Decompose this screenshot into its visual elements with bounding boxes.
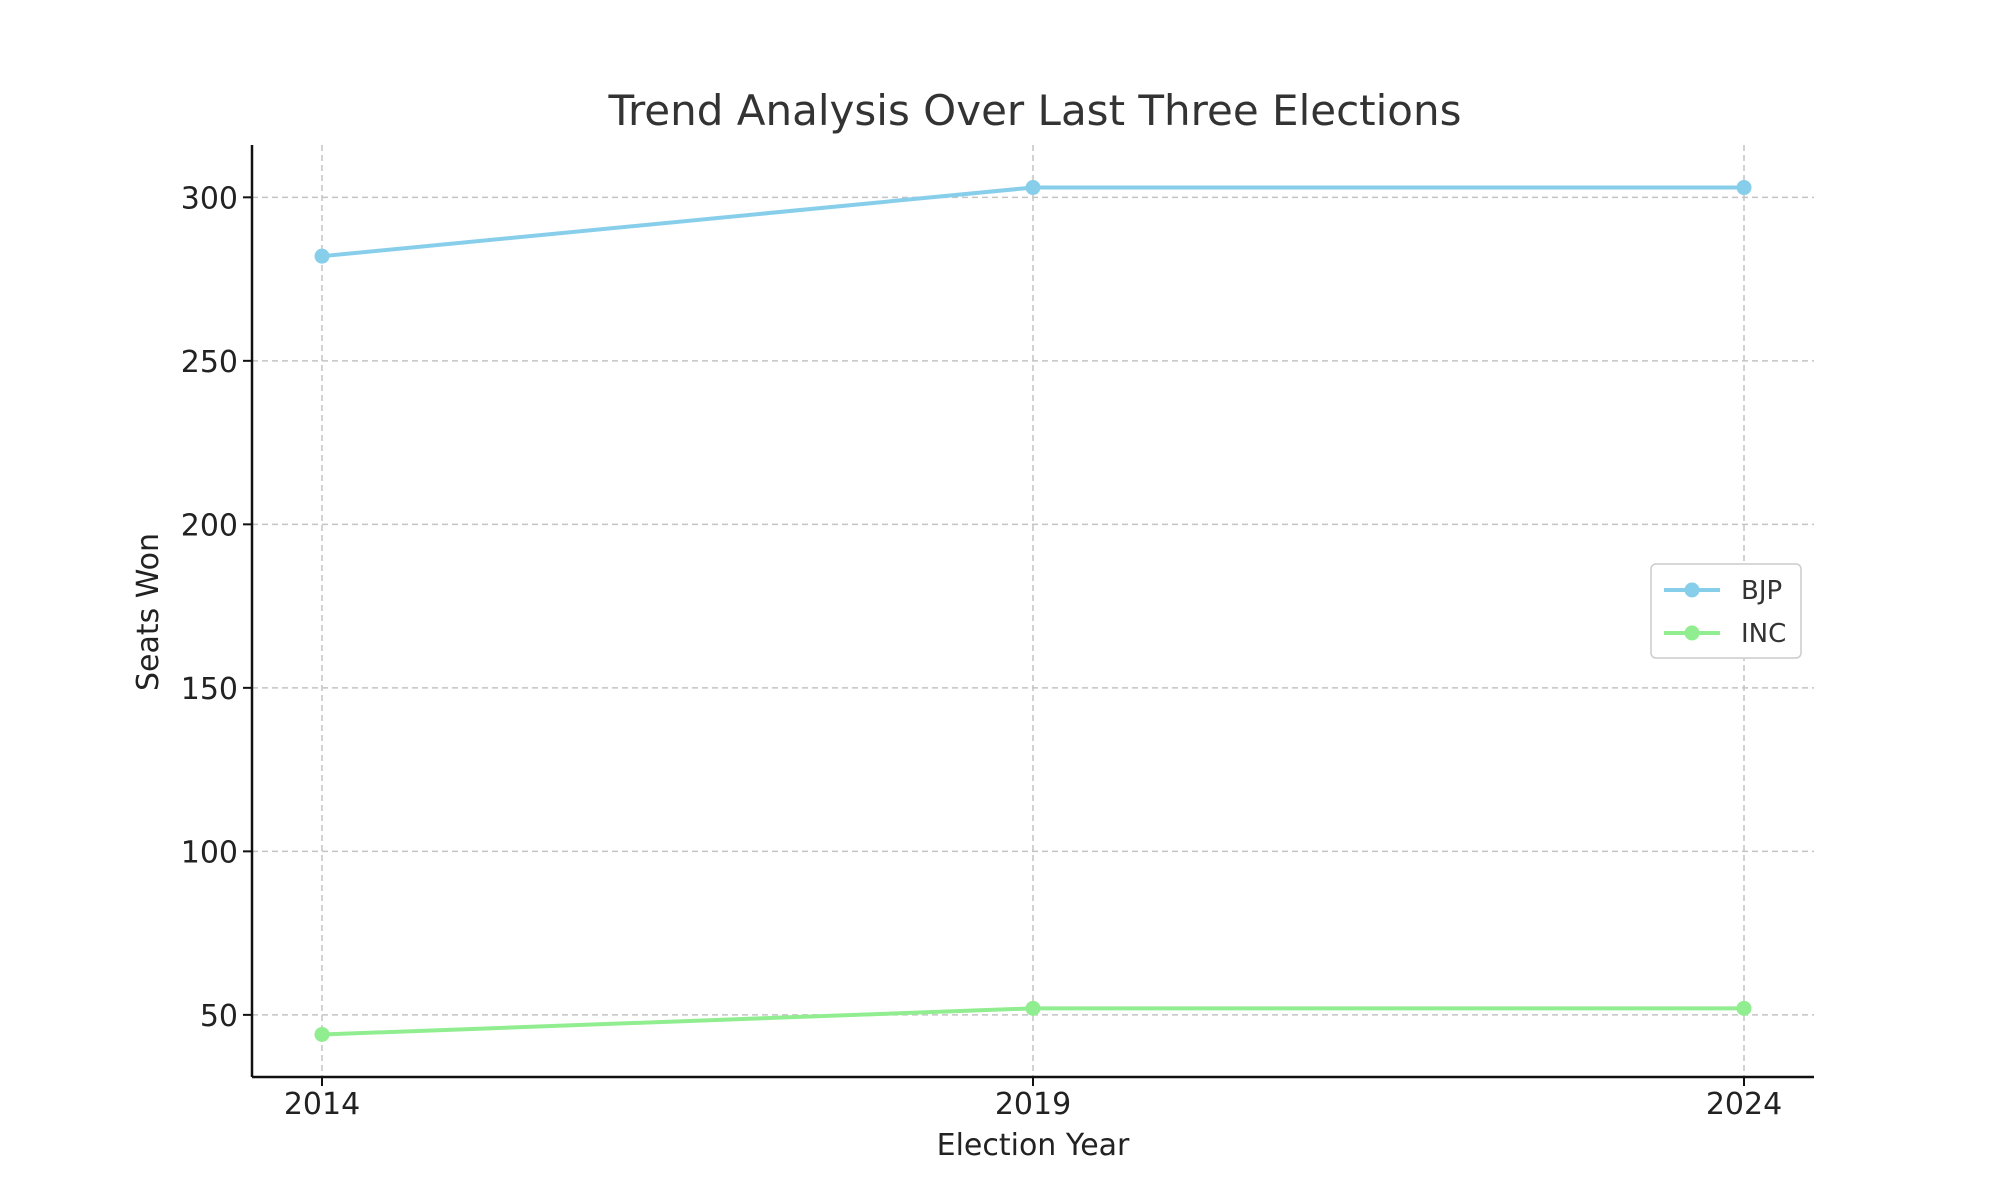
data-point [1736, 180, 1752, 196]
series-layer [314, 180, 1752, 1042]
legend-item-bjp: BJP [1664, 576, 1782, 606]
y-tick-label: 100 [181, 835, 238, 870]
data-point [1025, 180, 1041, 196]
x-tick-label: 2014 [284, 1087, 360, 1122]
legend-marker [1684, 625, 1700, 641]
y-tick-label: 250 [181, 345, 238, 380]
series-inc [314, 1000, 1752, 1042]
x-tick-label: 2024 [1706, 1087, 1782, 1122]
legend-item-inc: INC [1664, 619, 1786, 649]
data-point [1736, 1000, 1752, 1016]
y-tick-label: 150 [181, 672, 238, 707]
data-point [314, 1026, 330, 1042]
x-axis-label: Election Year [937, 1128, 1130, 1163]
series-bjp [314, 180, 1752, 264]
legend-marker [1684, 582, 1700, 598]
y-axis-label: Seats Won [131, 533, 166, 691]
legend: BJP INC [1650, 563, 1802, 659]
y-tick-label: 50 [200, 999, 238, 1034]
axes: 50 100 150 200 250 300 2014 2019 2024 [181, 145, 1814, 1122]
x-tick-label: 2019 [995, 1087, 1071, 1122]
y-tick-label: 300 [181, 181, 238, 216]
data-point [1025, 1000, 1041, 1016]
y-tick-label: 200 [181, 508, 238, 543]
legend-label: BJP [1741, 576, 1782, 606]
legend-label: INC [1741, 619, 1786, 649]
grid-lines [252, 145, 1814, 1077]
chart-title: Trend Analysis Over Last Three Elections [607, 86, 1461, 135]
data-point [314, 248, 330, 264]
